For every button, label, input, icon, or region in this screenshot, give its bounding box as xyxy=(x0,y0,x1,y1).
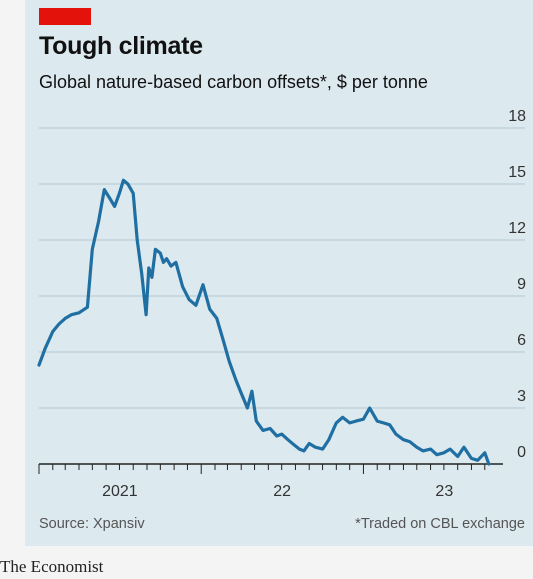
y-tick-label: 9 xyxy=(517,276,526,293)
series-line xyxy=(37,178,491,466)
y-tick-label: 12 xyxy=(508,220,526,237)
y-tick-label: 3 xyxy=(517,388,526,405)
chart-title: Tough climate xyxy=(39,32,203,60)
footnote: *Traded on CBL exchange xyxy=(355,516,525,532)
x-tick-label: 2021 xyxy=(102,483,138,500)
y-tick-label: 18 xyxy=(508,108,526,125)
chart-subtitle: Global nature-based carbon offsets*, $ p… xyxy=(39,72,428,92)
brand-accent-bar xyxy=(39,8,91,25)
x-tick-label: 22 xyxy=(273,483,291,500)
y-tick-label: 0 xyxy=(517,444,526,461)
chart-plot: 0 3 6 9 12 15 18 2021 22 23 xyxy=(37,108,526,500)
x-tick-label: 23 xyxy=(435,483,453,500)
publisher-brand: The Economist xyxy=(0,557,104,576)
source-note: Source: Xpansiv xyxy=(39,516,145,532)
chart-card: Tough climate Global nature-based carbon… xyxy=(25,0,533,546)
y-tick-label: 6 xyxy=(517,332,526,349)
y-tick-label: 15 xyxy=(508,164,526,181)
